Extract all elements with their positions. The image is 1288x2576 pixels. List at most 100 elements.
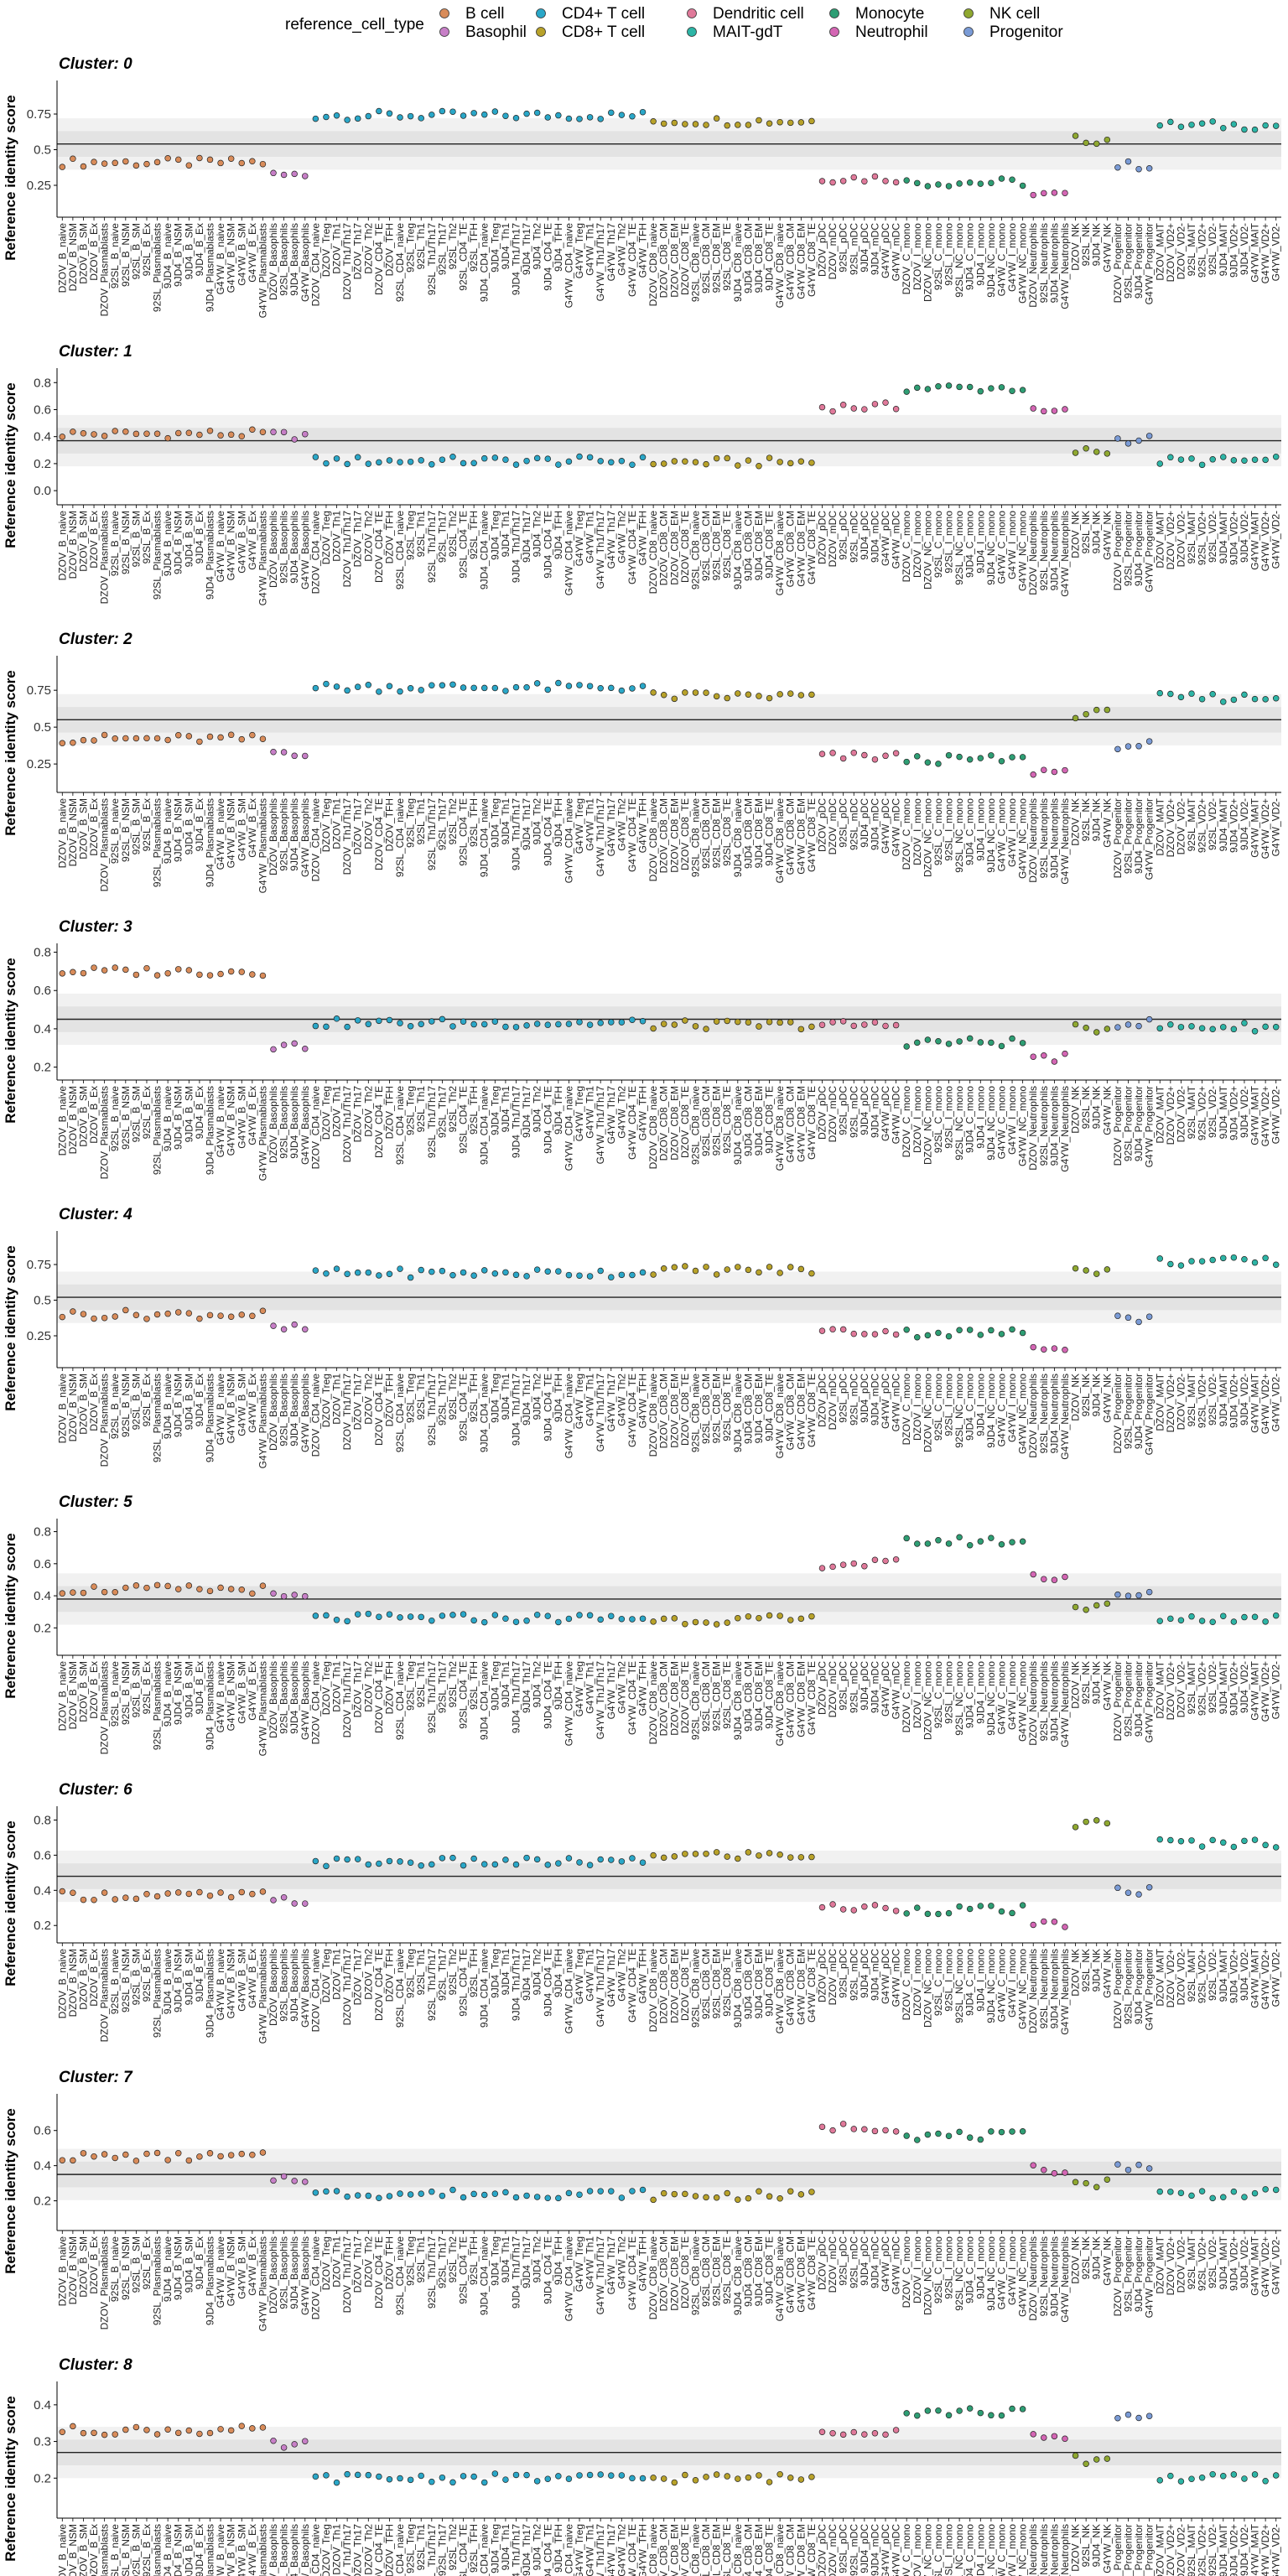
x-tick-label: 92SL_CD8_TE bbox=[721, 511, 733, 579]
x-tick-label: DZOV_mDC bbox=[827, 1374, 839, 1431]
data-point bbox=[882, 399, 889, 406]
x-tick-label: 9JD4_B_SM bbox=[183, 223, 195, 279]
data-point bbox=[1030, 771, 1036, 778]
data-point bbox=[291, 1900, 298, 1907]
data-point bbox=[428, 682, 435, 688]
data-point bbox=[238, 2150, 246, 2158]
x-tick-label: DZOV_CD4_TE bbox=[373, 1086, 385, 1158]
x-tick-label: 9JD4_NK bbox=[1091, 2524, 1103, 2567]
data-point bbox=[1124, 440, 1132, 447]
data-point bbox=[1124, 1314, 1132, 1322]
x-tick-label: 9JD4_VD2- bbox=[1239, 1374, 1250, 1426]
x-tick-label: G4YW_pDC bbox=[880, 1661, 891, 1716]
data-point bbox=[397, 114, 403, 121]
x-tick-label: 9JD4_VD2+ bbox=[1228, 1949, 1239, 2003]
data-point bbox=[333, 2479, 340, 2486]
data-point bbox=[861, 406, 868, 413]
data-point bbox=[407, 2191, 414, 2198]
x-tick-label: 92SL_CD4_TE bbox=[458, 223, 470, 291]
x-tick-label: 92SL_Plasmablasts bbox=[152, 1374, 164, 1462]
x-tick-label: 92SL_MAIT bbox=[1186, 2236, 1197, 2289]
data-point bbox=[692, 689, 699, 696]
x-tick-label: DZOV_B_SM bbox=[77, 2236, 89, 2298]
data-point bbox=[196, 1315, 203, 1322]
x-tick-label: 92SL_I_mono bbox=[943, 223, 955, 286]
x-tick-label: 9JD4_I_mono bbox=[974, 798, 986, 861]
x-tick-label: 92SL_C_mono bbox=[932, 2524, 944, 2576]
data-point bbox=[1009, 176, 1015, 183]
data-point bbox=[1124, 1889, 1132, 1896]
data-point bbox=[132, 971, 140, 979]
x-tick-label: G4YW_C_mono bbox=[995, 1661, 1007, 1735]
x-tick-label: 9JD4_Plasmablasts bbox=[205, 511, 216, 600]
x-tick-label: DZOV_pDC bbox=[817, 798, 828, 852]
data-point bbox=[1019, 754, 1026, 761]
data-point bbox=[80, 1896, 87, 1903]
data-point bbox=[977, 2409, 984, 2417]
x-tick-label: DZOV_Treg bbox=[320, 798, 332, 852]
data-point bbox=[112, 1313, 118, 1320]
data-point bbox=[185, 162, 193, 169]
x-tick-label: 92SL_Treg bbox=[405, 223, 417, 273]
x-tick-label: 9JD4_NC_mono bbox=[985, 2236, 997, 2311]
data-point bbox=[776, 2470, 783, 2478]
x-tick-label: 92SL_Plasmablasts bbox=[152, 1949, 164, 2038]
data-point bbox=[629, 2188, 636, 2194]
x-tick-label: 9JD4_Neutrophils bbox=[1048, 1086, 1060, 1166]
x-tick-label: 92SL_NC_mono bbox=[953, 1374, 965, 1448]
y-tick-label: 0.6 bbox=[34, 984, 51, 998]
data-point bbox=[671, 119, 678, 127]
x-tick-label: 9JD4_Neutrophils bbox=[1048, 1661, 1060, 1741]
data-point bbox=[1041, 766, 1047, 773]
x-tick-label: G4YW_CD4_naive bbox=[563, 511, 574, 596]
data-point bbox=[766, 454, 773, 461]
data-point bbox=[91, 1315, 97, 1322]
data-point bbox=[354, 454, 361, 461]
x-tick-label: 92SL_NK bbox=[1080, 511, 1092, 553]
legend-label: CD4+ T cell bbox=[562, 5, 645, 23]
x-tick-label: 92SL_NK bbox=[1080, 2236, 1092, 2279]
data-point bbox=[365, 1021, 372, 1028]
data-point bbox=[797, 458, 805, 465]
data-point bbox=[818, 178, 826, 184]
data-point bbox=[196, 2430, 203, 2438]
x-tick-label: DZOV_mDC bbox=[827, 511, 839, 568]
x-tick-label: 92SL_CD4_naive bbox=[394, 1086, 406, 1165]
data-point bbox=[1241, 457, 1248, 464]
data-point bbox=[650, 1025, 657, 1032]
x-tick-label: DZOV_Th1 bbox=[331, 223, 343, 274]
data-point bbox=[776, 2195, 783, 2202]
data-point bbox=[903, 1326, 910, 1333]
x-tick-label: 9JD4_Basophils bbox=[288, 2524, 300, 2576]
x-tick-label: 9JD4_Basophils bbox=[288, 1661, 300, 1734]
data-point bbox=[713, 1621, 720, 1628]
x-tick-label: DZOV_Neutrophils bbox=[1027, 511, 1039, 595]
x-tick-label: G4YW_Progenitor bbox=[1144, 2524, 1156, 2576]
data-point bbox=[1104, 1266, 1111, 1273]
x-tick-label: 9JD4_pDC bbox=[859, 511, 870, 560]
x-tick-label: 92SL_mDC bbox=[848, 2524, 860, 2576]
data-point bbox=[365, 1610, 372, 1618]
data-point bbox=[756, 1023, 762, 1030]
data-point bbox=[523, 1618, 530, 1624]
x-tick-label: 92SL_B_SM bbox=[130, 798, 142, 854]
data-point bbox=[143, 430, 150, 437]
data-point bbox=[460, 2194, 467, 2201]
x-tick-label: G4YW_VD2+ bbox=[1259, 1086, 1271, 1146]
x-tick-label: 92SL_CD4_naive bbox=[394, 223, 406, 302]
data-point bbox=[998, 175, 1005, 182]
data-point bbox=[238, 433, 246, 440]
data-point bbox=[776, 691, 783, 698]
data-point bbox=[544, 1021, 552, 1028]
data-point bbox=[174, 732, 182, 739]
x-tick-label: G4YW_B_naive bbox=[215, 1949, 226, 2021]
data-point bbox=[206, 427, 214, 434]
x-tick-label: DZOV_MAIT bbox=[1154, 1660, 1166, 1718]
x-tick-label: DZOV_VD2- bbox=[1175, 1374, 1187, 1430]
x-tick-label: 9JD4_CD4_TE bbox=[542, 223, 553, 291]
x-tick-label: 92SL_Th1 bbox=[415, 1374, 427, 1420]
x-tick-label: DZOV_B_SM bbox=[77, 511, 89, 572]
legend-swatch bbox=[963, 27, 974, 37]
x-tick-label: 9JD4_B_NSM bbox=[173, 1661, 184, 1725]
x-tick-label: 9JD4_B_SM bbox=[183, 1374, 195, 1430]
